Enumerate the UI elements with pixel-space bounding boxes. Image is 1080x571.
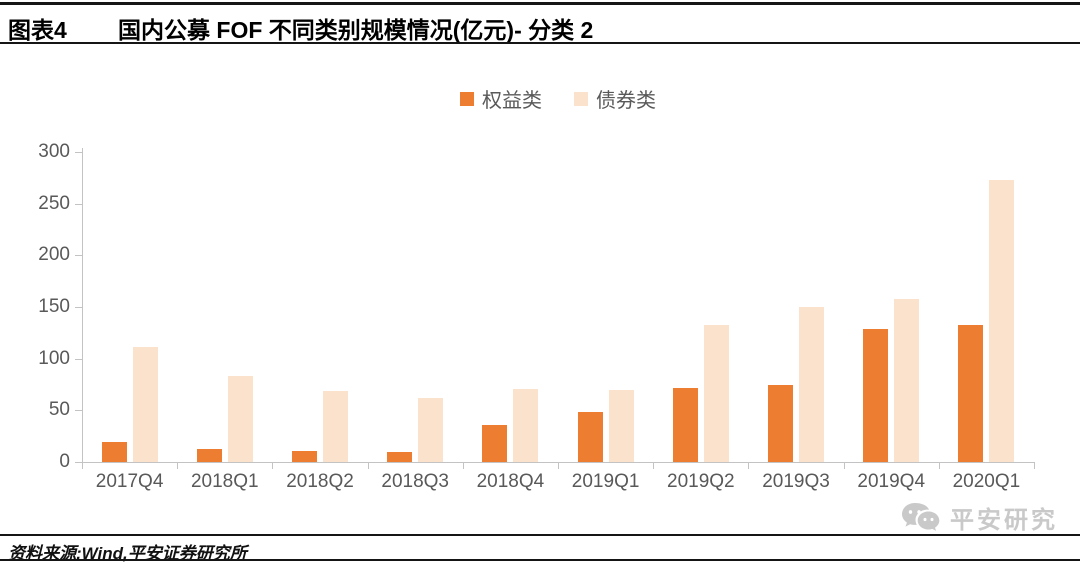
y-tick xyxy=(75,307,82,308)
x-tick-label: 2017Q4 xyxy=(95,471,164,492)
x-tick-label: 2019Q4 xyxy=(857,471,926,492)
bar-group-2019Q3 xyxy=(748,152,843,462)
bar-equity-2019Q4 xyxy=(863,328,889,462)
y-tick-label: 0 xyxy=(59,451,70,472)
figure-header: 图表4 国内公募 FOF 不同类别规模情况(亿元)- 分类 2 xyxy=(8,11,593,45)
bar-bond-2019Q4 xyxy=(894,298,920,462)
wechat-icon xyxy=(902,503,940,531)
bar-equity-2018Q1 xyxy=(196,448,222,462)
x-tick-label: 2018Q2 xyxy=(286,471,354,492)
bar-group-2019Q1 xyxy=(558,152,653,462)
bar-group-2018Q1 xyxy=(177,152,272,462)
x-tick-label: 2020Q1 xyxy=(952,471,1021,492)
bar-bond-2020Q1 xyxy=(989,179,1015,462)
x-tick-label: 2019Q1 xyxy=(571,471,640,492)
x-tick-label: 2018Q4 xyxy=(476,471,545,492)
y-tick-label: 150 xyxy=(38,296,70,317)
x-tick xyxy=(82,462,83,469)
bar-bond-2018Q2 xyxy=(323,390,348,462)
legend-label-equity: 权益类 xyxy=(482,90,542,112)
x-tick xyxy=(1034,462,1035,469)
bar-bond-2019Q3 xyxy=(799,307,825,462)
bar-group-2020Q1 xyxy=(939,152,1034,462)
x-tick xyxy=(367,462,369,469)
bar-equity-2017Q4 xyxy=(101,442,127,462)
bar-group-2019Q4 xyxy=(844,152,939,462)
watermark: 平安研究 xyxy=(900,500,1058,535)
legend-label-bond: 债券类 xyxy=(596,90,656,112)
bar-group-2017Q4 xyxy=(82,152,177,462)
watermark-text: 平安研究 xyxy=(950,507,1058,534)
bar-bond-2018Q1 xyxy=(227,376,253,462)
x-tick-label: 2019Q3 xyxy=(762,471,830,492)
x-axis-labels: 2017Q4 2018Q1 2018Q2 2018Q3 2018Q4 2019Q1 2019… xyxy=(82,471,1034,493)
legend-swatch-bond xyxy=(574,91,588,106)
bar-equity-2019Q1 xyxy=(577,412,603,462)
bar-bond-2017Q4 xyxy=(132,347,158,462)
source-divider-top xyxy=(0,534,1080,536)
bar-equity-2018Q2 xyxy=(292,450,317,462)
legend-item-equity: 权益类 xyxy=(460,84,542,113)
top-divider xyxy=(0,2,1080,5)
bar-bond-2019Q1 xyxy=(608,389,634,462)
x-tick xyxy=(938,462,940,469)
chart-legend: 权益类 债券类 xyxy=(82,84,1034,113)
figure-label: 图表4 xyxy=(8,17,67,43)
x-tick xyxy=(653,462,655,469)
plot-area xyxy=(82,152,1034,462)
y-tick xyxy=(75,203,82,205)
y-tick-label: 100 xyxy=(38,347,70,369)
legend-swatch-equity xyxy=(460,91,474,106)
y-tick xyxy=(75,410,82,412)
title-divider xyxy=(0,42,1080,44)
y-tick-label: 300 xyxy=(38,141,70,162)
bar-group-2018Q3 xyxy=(368,152,463,462)
x-tick xyxy=(843,462,845,469)
x-tick xyxy=(748,462,750,469)
bar-equity-2018Q4 xyxy=(482,424,508,462)
bar-group-2018Q4 xyxy=(463,152,558,462)
figure-title: 国内公募 FOF 不同类别规模情况(亿元)- 分类 2 xyxy=(118,17,594,43)
x-tick-label: 2018Q3 xyxy=(381,471,450,492)
x-tick xyxy=(177,462,179,469)
x-tick-label: 2018Q1 xyxy=(190,471,259,492)
bar-bond-2018Q3 xyxy=(418,397,444,462)
y-axis-line xyxy=(82,148,83,463)
y-tick xyxy=(75,462,82,463)
y-tick xyxy=(75,358,82,360)
source-divider-bottom xyxy=(0,559,1080,561)
x-tick xyxy=(558,462,559,469)
bar-bond-2018Q4 xyxy=(513,388,539,462)
y-tick-label: 250 xyxy=(38,192,70,214)
bar-equity-2020Q1 xyxy=(958,324,984,462)
y-tick xyxy=(75,152,82,153)
source-note: 资料来源:Wind,平安证券研究所 xyxy=(8,544,247,563)
bar-equity-2018Q3 xyxy=(387,451,413,462)
y-tick-label: 50 xyxy=(48,399,70,421)
y-tick-label: 200 xyxy=(38,244,70,266)
x-tick xyxy=(272,462,274,469)
bar-equity-2019Q3 xyxy=(768,384,794,462)
bar-bond-2019Q2 xyxy=(703,324,729,462)
bar-group-2019Q2 xyxy=(653,152,748,462)
bar-group-2018Q2 xyxy=(272,152,367,462)
bar-equity-2019Q2 xyxy=(672,387,698,462)
y-tick xyxy=(75,255,82,257)
x-tick xyxy=(462,462,464,469)
legend-item-bond: 债券类 xyxy=(574,84,656,113)
x-tick-label: 2019Q2 xyxy=(667,471,735,492)
